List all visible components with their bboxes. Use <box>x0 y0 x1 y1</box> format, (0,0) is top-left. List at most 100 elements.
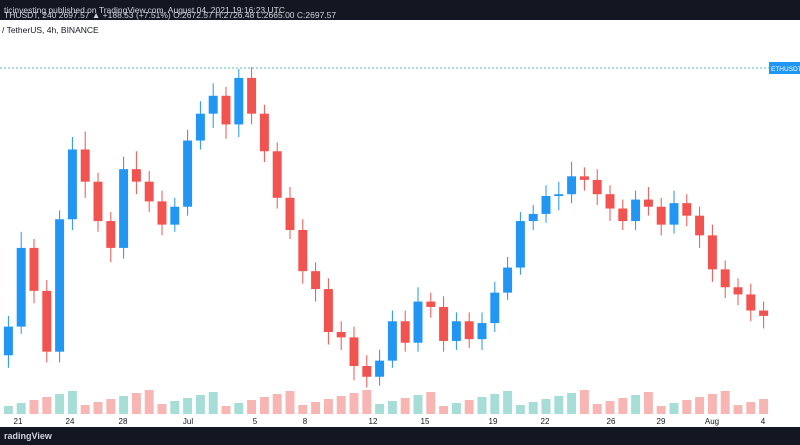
x-tick-label: 5 <box>253 417 258 426</box>
candle-body <box>67 149 77 220</box>
candle-body <box>515 221 525 268</box>
candle-body <box>336 332 346 338</box>
volume-bar <box>567 393 577 414</box>
candle-body <box>170 206 180 225</box>
candle-body <box>144 181 154 202</box>
volume-bar <box>490 394 500 414</box>
x-tick-label: Jul <box>183 417 193 426</box>
candle-body <box>579 176 589 180</box>
volume-bar <box>119 396 129 414</box>
x-tick-label: 21 <box>14 417 23 426</box>
publish-line: ticinvesting published on TradingView.co… <box>4 0 285 20</box>
candle-body <box>464 321 474 340</box>
x-tick-label: 15 <box>421 417 430 426</box>
volume-bar <box>695 397 705 414</box>
volume-bar <box>503 391 513 414</box>
volume-bar <box>554 396 564 414</box>
volume-bar <box>272 394 282 414</box>
candle-body <box>285 197 295 230</box>
candle-body <box>208 95 218 114</box>
volume-bar <box>605 401 615 414</box>
candle-body <box>541 196 551 214</box>
volume-bar <box>298 405 308 414</box>
candle-body <box>567 176 577 195</box>
candle-body <box>720 269 730 288</box>
price-label-text: ETHUSDT <box>771 66 800 73</box>
volume-bar <box>349 393 359 414</box>
volume-bar <box>336 396 346 414</box>
volume-bar <box>375 404 385 414</box>
candle-body <box>375 360 385 377</box>
ohlc-line: THUSDT, 240 2697.57 ▲ +188.53 (+7.51%) O… <box>4 10 337 20</box>
candle-body <box>631 199 641 222</box>
x-tick-label: 12 <box>369 417 378 426</box>
candle-body <box>195 113 205 141</box>
candle-body <box>503 267 513 293</box>
candle-body <box>119 169 129 248</box>
candle-body <box>733 287 743 295</box>
volume-bar <box>707 394 717 414</box>
volume-bar <box>131 393 141 414</box>
volume-bar <box>3 406 13 414</box>
candle-body <box>259 113 269 152</box>
volume-bar <box>16 403 26 414</box>
candle-body <box>426 301 436 307</box>
candlestick-chart[interactable]: 21 24 28 Jul 5 8 12 15 19 22 26 29 Aug 4 ETHUSDT <box>0 20 800 427</box>
candle-body <box>490 292 500 324</box>
volume-bar <box>579 390 589 414</box>
candle-body <box>362 366 372 377</box>
volume-bar <box>592 404 602 414</box>
candle-body <box>477 323 487 340</box>
candle-body <box>400 321 410 343</box>
volume-bar <box>93 402 103 414</box>
volume-bar <box>144 390 154 414</box>
candle-body <box>695 215 705 236</box>
candle-body <box>93 181 103 222</box>
volume-bar <box>195 395 205 414</box>
volume-bar <box>759 399 769 414</box>
volume-bar <box>464 400 474 414</box>
candle-body <box>669 203 679 225</box>
volume-bar <box>157 404 167 414</box>
candle-body <box>311 271 321 290</box>
volume-bar <box>183 398 193 414</box>
volume-bar <box>451 403 461 414</box>
volume-bar <box>515 405 525 414</box>
volume-bar <box>746 402 756 414</box>
x-tick-label: 28 <box>119 417 128 426</box>
candle-body <box>16 247 26 327</box>
volume-bar <box>656 406 666 414</box>
candle-body <box>349 337 359 366</box>
volume-bar <box>643 392 653 414</box>
x-tick-label: 26 <box>607 417 616 426</box>
volume-bar <box>669 403 679 414</box>
volume-bar <box>400 398 410 414</box>
candle-body <box>707 235 717 270</box>
volume-bar <box>42 397 52 414</box>
tradingview-logo-text: radingView <box>4 431 52 441</box>
volume-bar <box>413 395 423 414</box>
volume-bar <box>106 399 116 414</box>
volume-bar <box>234 403 244 414</box>
volume-bar <box>541 399 551 414</box>
volume-bar <box>439 406 449 414</box>
volume-bar <box>528 402 538 414</box>
candle-body <box>247 77 257 114</box>
volume-bar <box>477 397 487 414</box>
volume-bar <box>29 400 39 414</box>
candle-body <box>682 203 692 216</box>
candle-body <box>298 230 308 272</box>
candle-body <box>618 208 628 222</box>
volume-bar <box>311 402 321 414</box>
x-tick-label: 24 <box>66 417 75 426</box>
candle-body <box>592 179 602 195</box>
candle-body <box>643 199 653 207</box>
x-tick-label: 8 <box>303 417 308 426</box>
volume-bar <box>362 390 372 414</box>
candle-body <box>183 140 193 207</box>
volume-bar <box>55 394 65 414</box>
candle-body <box>106 221 116 248</box>
x-tick-label: 29 <box>657 417 666 426</box>
symbol-title: / TetherUS, 4h, BINANCE <box>2 25 99 35</box>
candle-body <box>439 306 449 341</box>
